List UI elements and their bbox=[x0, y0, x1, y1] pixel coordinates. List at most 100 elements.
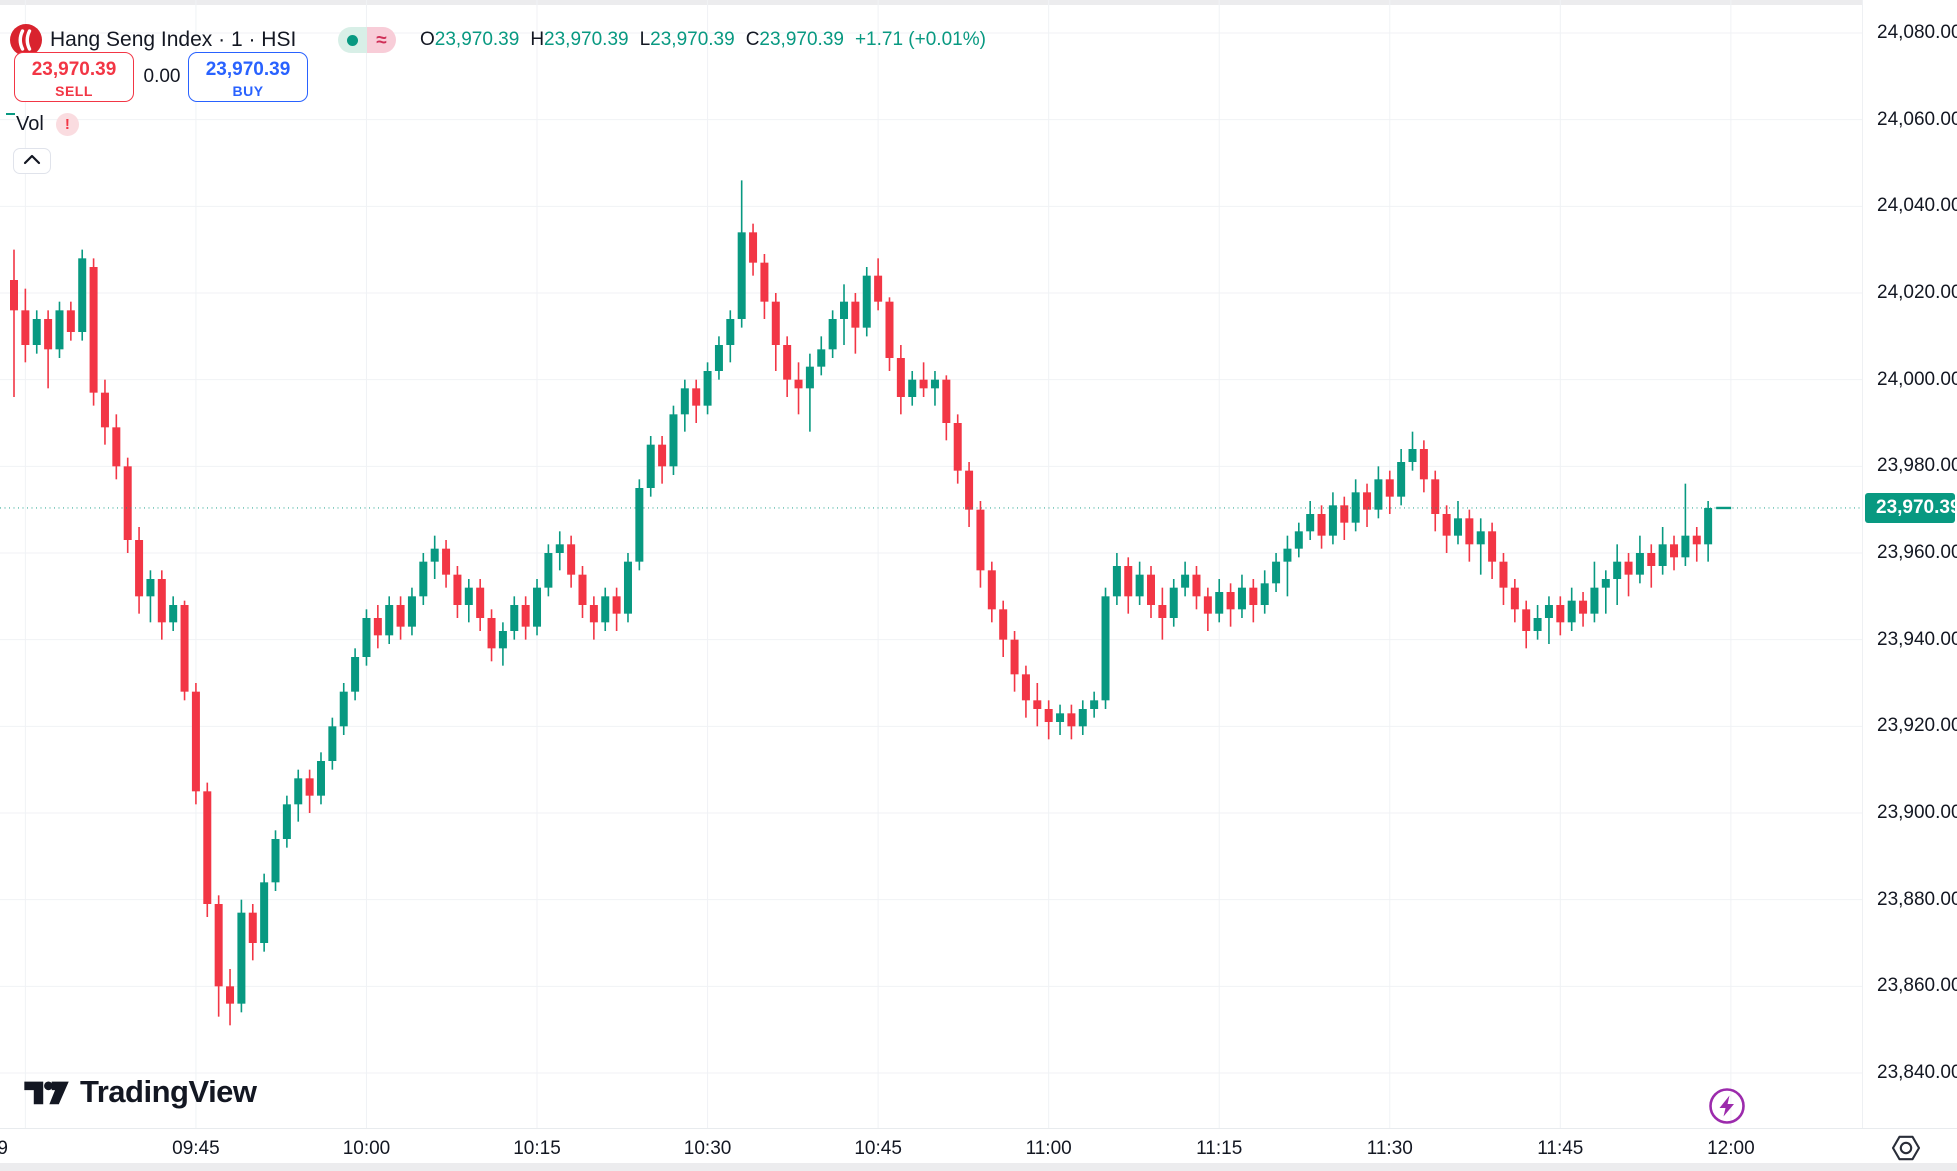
candle-body bbox=[282, 804, 291, 839]
candle-body bbox=[464, 587, 473, 605]
candle-body bbox=[1340, 505, 1349, 523]
candle-body bbox=[10, 279, 18, 311]
axis-settings-gear-icon[interactable] bbox=[1891, 1133, 1923, 1165]
candle-body bbox=[1078, 708, 1087, 727]
candle-body bbox=[237, 912, 246, 1004]
price-tick-label: 23,840.00 bbox=[1877, 1061, 1957, 1083]
lightning-bolt-icon bbox=[1705, 1088, 1749, 1132]
candle-body bbox=[1488, 531, 1497, 562]
candle-body bbox=[1283, 548, 1292, 562]
candle-body bbox=[339, 691, 348, 727]
candle-body bbox=[498, 630, 507, 649]
window-bottom-border bbox=[0, 1163, 1957, 1171]
volume-label[interactable]: Vol bbox=[16, 112, 44, 135]
candle-body bbox=[1590, 587, 1599, 614]
candle-body bbox=[1215, 591, 1224, 614]
candle-body bbox=[294, 778, 303, 805]
candle-body bbox=[362, 617, 371, 657]
price-tick-label: 23,900.00 bbox=[1877, 801, 1957, 823]
candle-body bbox=[1306, 513, 1315, 532]
candle-body bbox=[1192, 574, 1201, 597]
candle-body bbox=[1135, 574, 1144, 597]
candle-body bbox=[169, 604, 178, 623]
candle-body bbox=[1544, 604, 1553, 618]
sell-button[interactable]: 23,970.39 SELL bbox=[14, 52, 134, 102]
candle-body bbox=[442, 548, 451, 575]
candle-body bbox=[1670, 544, 1679, 558]
candle-body bbox=[226, 986, 235, 1004]
tradingview-watermark[interactable]: TradingView bbox=[24, 1074, 257, 1110]
candle-body bbox=[919, 379, 928, 389]
candle-body bbox=[1169, 587, 1178, 618]
buy-button[interactable]: 23,970.39 BUY bbox=[188, 52, 308, 102]
instant-trading-button[interactable] bbox=[1705, 1084, 1749, 1128]
open-label: O bbox=[420, 29, 435, 50]
price-tick-label: 24,080.00 bbox=[1877, 22, 1957, 43]
candle-body bbox=[146, 578, 155, 597]
candle-body bbox=[1499, 561, 1508, 588]
candle-body bbox=[544, 552, 553, 588]
candle-body bbox=[987, 570, 996, 610]
candle-body bbox=[1624, 561, 1633, 575]
tradingview-logo-icon bbox=[24, 1075, 70, 1109]
candle-body bbox=[44, 318, 53, 350]
price-tick-label: 23,920.00 bbox=[1877, 715, 1957, 737]
candle-body bbox=[1203, 596, 1212, 614]
candle-body bbox=[78, 258, 87, 332]
candle-body bbox=[1260, 583, 1269, 605]
candle-body bbox=[771, 301, 780, 345]
candle-body bbox=[203, 791, 212, 904]
candle-body bbox=[1090, 700, 1099, 709]
candle-body bbox=[191, 691, 200, 792]
low-value: 23,970.39 bbox=[650, 29, 735, 50]
candle-body bbox=[1476, 531, 1485, 545]
candle-body bbox=[123, 466, 132, 540]
candle-body bbox=[1021, 674, 1030, 701]
price-tick-label: 23,940.00 bbox=[1877, 628, 1957, 650]
delayed-data-icon: ≈ bbox=[367, 27, 396, 53]
hsi-logo-icon bbox=[10, 24, 42, 56]
candle-body bbox=[1408, 448, 1417, 462]
candle-body bbox=[1067, 713, 1076, 727]
candle-body bbox=[1613, 561, 1622, 579]
candle-body bbox=[737, 232, 746, 319]
candle-body bbox=[1272, 561, 1281, 584]
candle-body bbox=[1101, 596, 1110, 701]
price-tick-label: 23,880.00 bbox=[1877, 888, 1957, 910]
price-tick-label: 23,960.00 bbox=[1877, 541, 1957, 563]
volume-indicator-legend[interactable]: Vol ! bbox=[16, 112, 79, 136]
candle-body bbox=[623, 561, 632, 614]
candle-body bbox=[1317, 513, 1326, 536]
price-tick-label: 23,980.00 bbox=[1877, 455, 1957, 477]
pane-collapse-button[interactable] bbox=[13, 148, 51, 174]
candle-body bbox=[21, 310, 30, 345]
candle-body bbox=[1226, 591, 1235, 610]
price-tick-label: 24,000.00 bbox=[1877, 368, 1957, 390]
candle-body bbox=[1294, 531, 1303, 549]
candle-body bbox=[180, 604, 189, 692]
candle-body bbox=[89, 266, 98, 393]
candle-body bbox=[965, 470, 974, 510]
candle-body bbox=[1647, 552, 1656, 566]
candlestick-chart[interactable] bbox=[0, 0, 1862, 1128]
candle-body bbox=[908, 379, 917, 397]
volume-warning-icon[interactable]: ! bbox=[55, 112, 79, 136]
candle-body bbox=[1044, 708, 1053, 722]
candle-body bbox=[351, 656, 360, 692]
current-price-label: 23,970.39 bbox=[1865, 492, 1957, 523]
window-top-border bbox=[0, 0, 1957, 5]
candle-body bbox=[1601, 578, 1610, 588]
market-status-badge[interactable]: ≈ bbox=[338, 27, 396, 53]
symbol-title[interactable]: Hang Seng Index · 1 · HSI bbox=[50, 28, 297, 51]
candle-body bbox=[1453, 518, 1462, 536]
candle-body bbox=[612, 596, 621, 614]
buy-price: 23,970.39 bbox=[205, 59, 291, 80]
candle-body bbox=[1635, 552, 1644, 575]
candle-body bbox=[316, 760, 325, 796]
price-axis[interactable]: 24,080.00 24,060.00 24,040.00 24,020.00 24,0… bbox=[1862, 0, 1957, 1128]
candle-body bbox=[533, 587, 542, 627]
low-label: L bbox=[639, 29, 651, 50]
time-tick-label: 11:15 bbox=[1196, 1138, 1243, 1159]
candle-body bbox=[248, 912, 257, 943]
